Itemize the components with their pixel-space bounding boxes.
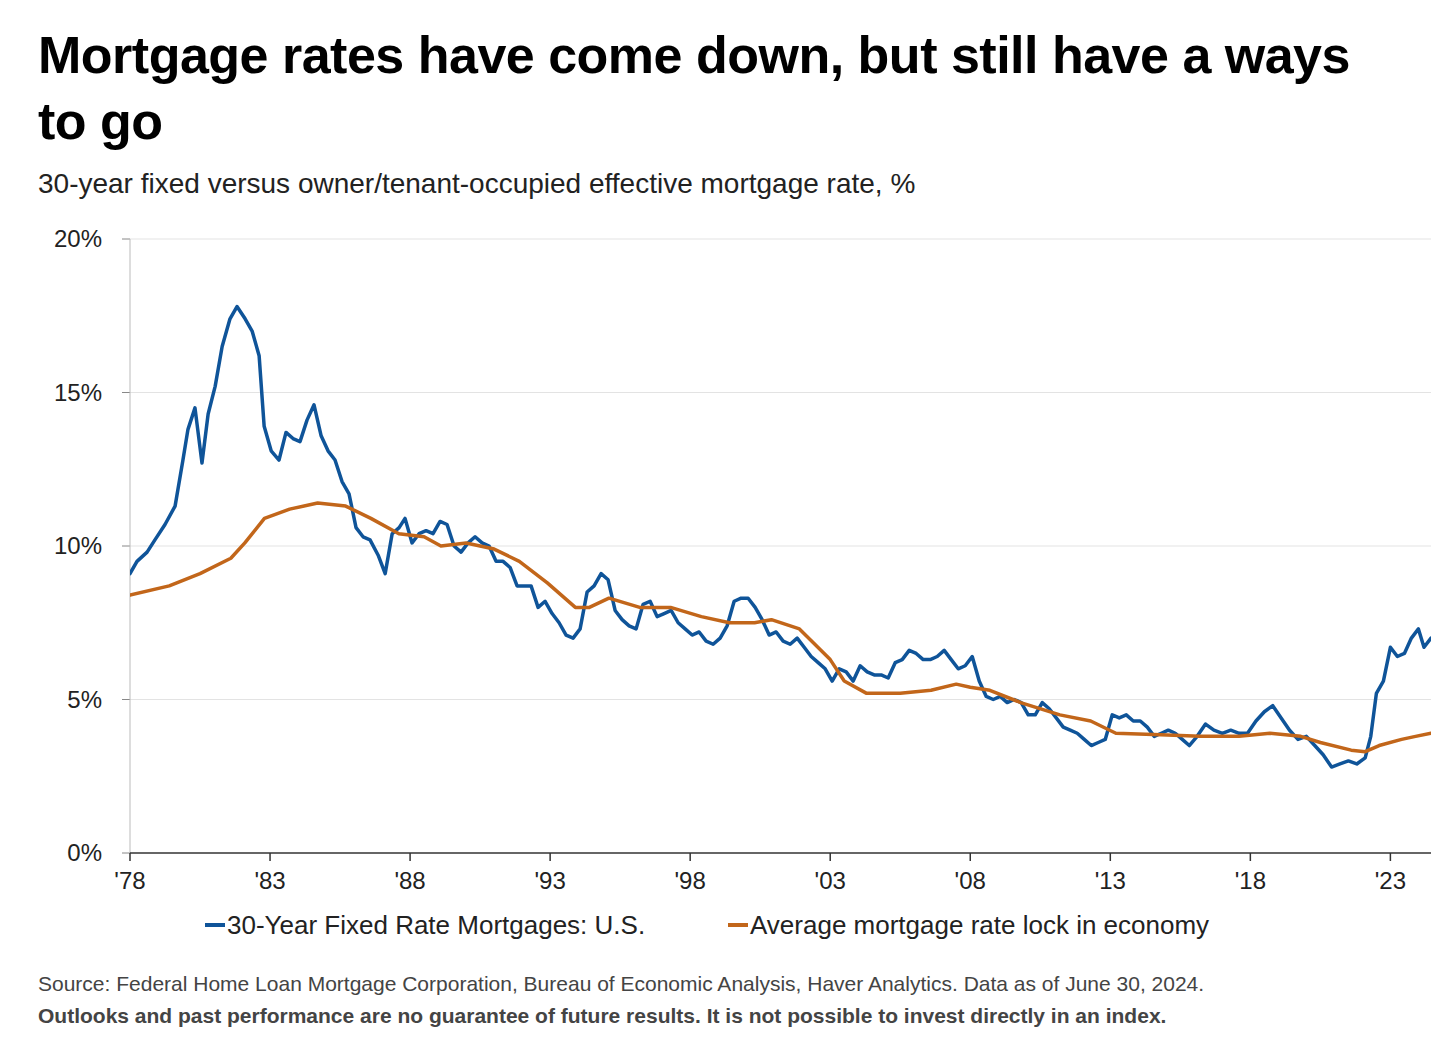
x-axis [130,852,1431,854]
x-tick [689,853,691,861]
x-tick-label: '03 [815,867,846,894]
x-tick-label: '88 [394,867,425,894]
x-tick-label: '13 [1095,867,1126,894]
x-tick [970,853,972,861]
grid-line [130,699,1431,700]
x-tick-label: '98 [675,867,706,894]
y-tick [122,699,130,700]
x-tick-label: '23 [1375,867,1406,894]
chart: 0% 5% 10% 15% 20% '78 '83 '88 '93 '98 '03 '08 '13 '18… [0,0,1440,1048]
y-tick [122,853,130,854]
legend-swatch [728,923,748,927]
x-tick-label: '18 [1235,867,1266,894]
y-tick-label: 20% [54,225,102,252]
y-tick-label: 0% [67,839,102,866]
x-tick [1390,853,1392,861]
x-tick-label: '78 [114,867,145,894]
x-tick [549,853,551,861]
x-tick-label: '83 [254,867,285,894]
series-line [130,503,1431,752]
x-tick [1250,853,1252,861]
y-axis [130,239,131,853]
disclaimer: Outlooks and past performance are no gua… [38,1004,1166,1028]
x-tick [829,853,831,861]
x-tick-label: '93 [534,867,565,894]
y-tick [122,392,130,393]
x-tick-label: '08 [955,867,986,894]
x-tick [269,853,271,861]
title: Mortgage rates have come down, but still… [38,22,1368,154]
y-tick [122,546,130,547]
x-tick [409,853,411,861]
y-tick [122,239,130,240]
grid-line [130,546,1431,547]
grid-line [130,392,1431,393]
legend-label: Average mortgage rate lock in economy [750,910,1209,940]
plot-area [130,307,1431,767]
source-note: Source: Federal Home Loan Mortgage Corpo… [38,972,1204,996]
subtitle: 30-year fixed versus owner/tenant-occupi… [38,168,915,200]
legend-label: 30-Year Fixed Rate Mortgages: U.S. [227,910,645,940]
x-tick [129,853,131,861]
series-line [130,307,1431,767]
grid-line [130,239,1431,240]
y-tick-label: 15% [54,379,102,406]
y-tick-label: 5% [67,686,102,713]
y-tick-label: 10% [54,532,102,559]
x-tick [1110,853,1112,861]
legend-swatch [205,923,225,927]
